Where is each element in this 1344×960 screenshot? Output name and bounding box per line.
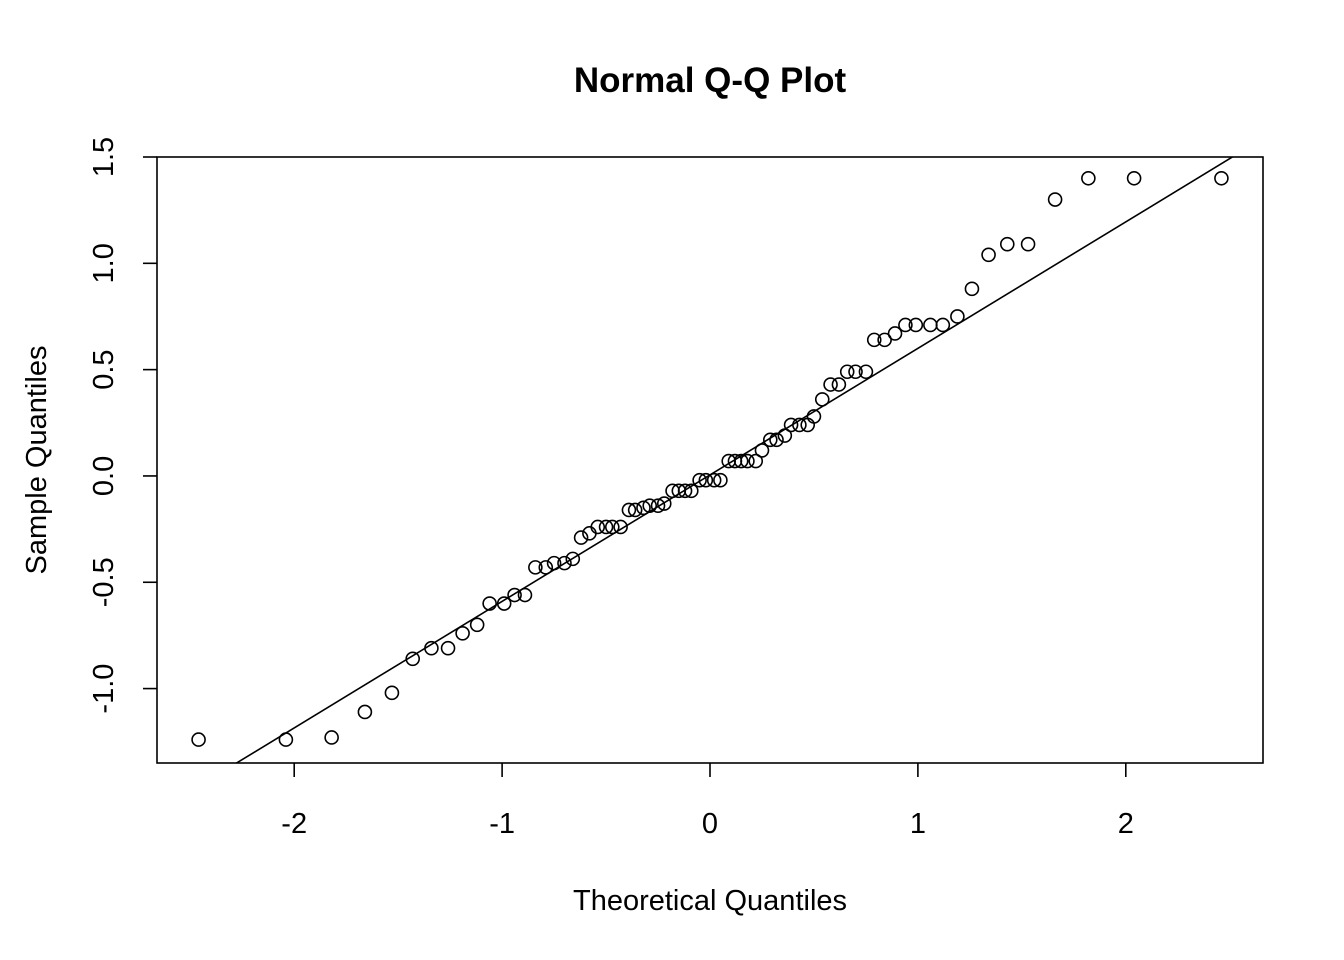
data-point — [582, 526, 597, 541]
data-point — [748, 453, 764, 469]
x-axis: -2 -1 0 1 2 — [281, 763, 1134, 840]
data-point — [278, 732, 294, 747]
data-point — [565, 551, 581, 567]
data-point — [823, 377, 838, 392]
data-point — [839, 364, 855, 380]
data-point — [621, 502, 637, 518]
chart-title: Normal Q-Q Plot — [574, 61, 847, 100]
data-point — [923, 317, 938, 333]
data-point — [877, 332, 892, 348]
data-point — [964, 281, 980, 297]
data-point — [496, 596, 512, 611]
y-tick-label: -0.5 — [88, 557, 120, 607]
data-point — [733, 453, 749, 469]
plot-area — [191, 157, 1234, 763]
data-point — [627, 502, 643, 518]
x-tick-label: 2 — [1118, 808, 1134, 840]
data-point — [1081, 170, 1096, 186]
data-point — [191, 732, 206, 747]
x-tick-label: 0 — [702, 808, 718, 840]
data-point — [573, 530, 589, 545]
data-point — [455, 625, 470, 641]
y-tick-label: -1.0 — [88, 664, 120, 714]
data-point — [546, 555, 562, 571]
x-tick-label: -1 — [489, 808, 515, 840]
data-point — [1126, 170, 1142, 186]
data-point — [642, 498, 658, 514]
data-point — [706, 472, 722, 488]
data-point — [440, 640, 456, 656]
x-axis-label: Theoretical Quantiles — [573, 885, 847, 917]
data-point — [424, 640, 439, 656]
data-point — [692, 472, 707, 488]
data-point — [357, 704, 373, 720]
data-point — [950, 309, 965, 324]
data-point — [677, 483, 693, 499]
data-point — [604, 519, 620, 535]
data-point — [636, 500, 651, 516]
data-point — [887, 326, 903, 341]
data-point — [507, 587, 522, 603]
data-point — [405, 651, 421, 667]
data-point — [517, 587, 533, 603]
data-point — [650, 498, 666, 514]
y-tick-label: 1.5 — [88, 137, 120, 177]
data-point — [698, 472, 714, 488]
data-point — [806, 409, 822, 424]
data-point — [762, 432, 778, 448]
data-point — [858, 364, 874, 380]
data-point — [1047, 192, 1063, 207]
data-point — [831, 377, 847, 392]
y-tick-label: 0.0 — [88, 456, 120, 496]
y-axis-label: Sample Quantiles — [21, 346, 53, 575]
data-point — [538, 560, 554, 575]
data-point — [683, 483, 699, 499]
data-point — [384, 685, 400, 701]
data-point — [935, 317, 951, 333]
data-point — [469, 617, 485, 633]
x-tick-label: 1 — [910, 808, 926, 840]
data-point — [740, 453, 755, 469]
data-point — [866, 332, 882, 348]
data-point — [1214, 170, 1229, 186]
data-point — [814, 392, 830, 407]
data-point — [908, 317, 924, 333]
data-point — [792, 417, 807, 433]
data-point — [557, 555, 572, 571]
data-point — [848, 364, 863, 380]
data-point — [482, 596, 497, 611]
plot-frame — [156, 156, 1264, 764]
data-point — [777, 428, 793, 443]
data-point — [769, 432, 784, 448]
data-point — [999, 236, 1015, 252]
data-point — [656, 496, 672, 511]
y-tick-label: 0.5 — [88, 349, 120, 389]
data-point — [800, 417, 816, 433]
data-point — [898, 317, 913, 333]
y-tick-label: 1.0 — [88, 243, 120, 283]
data-point — [981, 247, 996, 263]
x-tick-label: -2 — [281, 808, 307, 840]
data-point — [590, 519, 606, 535]
data-point — [528, 560, 543, 575]
data-point — [613, 519, 628, 535]
data-point — [324, 730, 339, 745]
data-point — [598, 519, 614, 535]
data-point — [713, 472, 728, 488]
data-point — [754, 443, 770, 458]
data-point — [1020, 236, 1036, 252]
data-point — [783, 417, 799, 433]
y-axis: -1.0 -0.5 0.0 0.5 1.0 1.5 — [88, 137, 157, 714]
